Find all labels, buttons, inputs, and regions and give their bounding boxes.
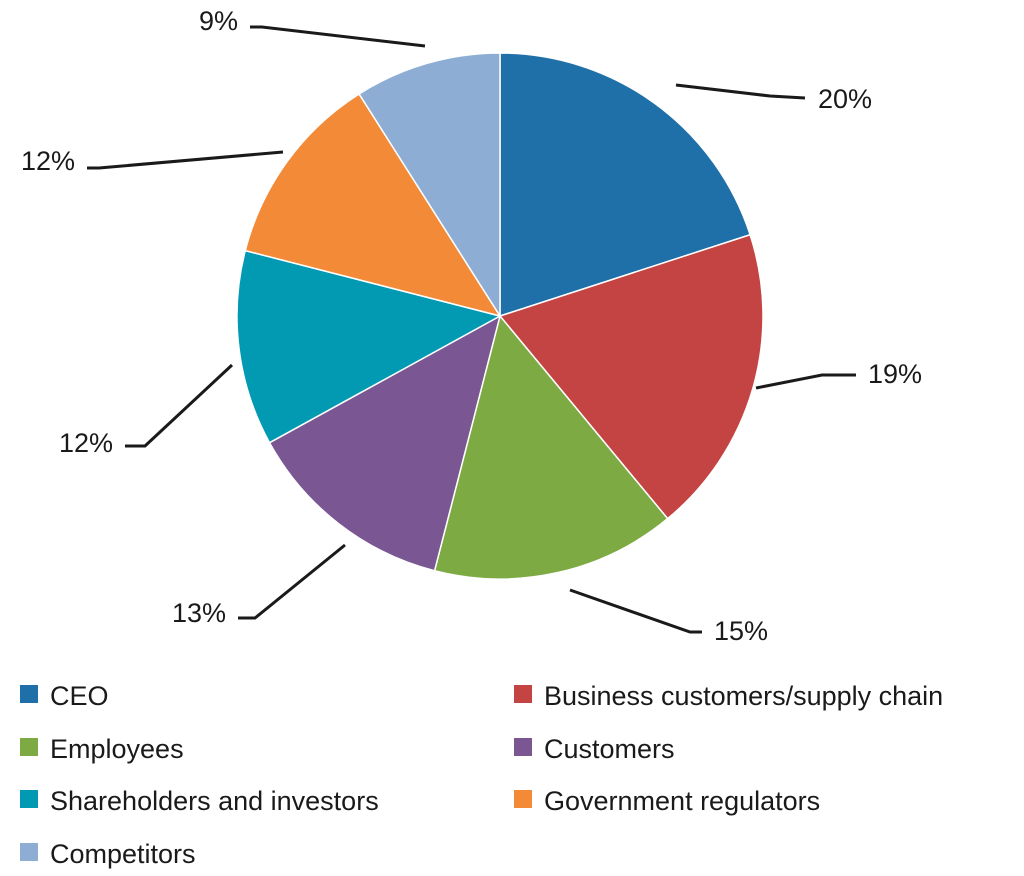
pie-slices [236, 52, 764, 580]
legend-label: Business customers/supply chain [544, 681, 943, 711]
pie-slice-business-customers-supply-chain [498, 233, 764, 520]
leader-line [755, 373, 856, 390]
leader-lines [87, 25, 856, 634]
data-label: 20% [818, 84, 872, 114]
data-label: 12% [21, 146, 75, 176]
pie-slice-government-regulators [244, 92, 502, 318]
data-label: 12% [59, 428, 113, 458]
pie-slice-competitors [358, 52, 501, 319]
leader-line [675, 83, 806, 100]
leader-line [238, 543, 346, 620]
legend-swatch [20, 843, 38, 861]
legend-label: Competitors [50, 839, 196, 869]
pie-slice-employees [433, 314, 669, 580]
legend-swatch [20, 738, 38, 756]
legend-label: CEO [50, 681, 109, 711]
data-labels: 20% 19% 15% 13% 12% 12% 9% [21, 6, 922, 646]
legend-label: Customers [544, 734, 675, 764]
leader-line [569, 588, 702, 634]
leader-line [125, 363, 234, 448]
data-label: 9% [199, 6, 238, 36]
legend-item: CEO [20, 681, 109, 711]
legend-item: Shareholders and investors [20, 786, 379, 816]
pie-slice-customers [268, 314, 502, 572]
legend-label: Government regulators [544, 786, 820, 816]
leader-line [87, 150, 284, 170]
leader-line [250, 25, 426, 48]
legend-swatch [514, 685, 532, 703]
legend-item: Business customers/supply chain [514, 681, 943, 711]
legend-swatch [514, 738, 532, 756]
pie-slice-shareholders-and-investors [236, 249, 503, 444]
legend: CEO Business customers/supply chain Employ… [20, 681, 943, 869]
legend-item: Government regulators [514, 786, 820, 816]
legend-swatch [514, 790, 532, 808]
pie-slice-ceo [499, 52, 752, 318]
legend-label: Employees [50, 734, 184, 764]
legend-label: Shareholders and investors [50, 786, 379, 816]
data-label: 19% [868, 359, 922, 389]
legend-item: Customers [514, 734, 675, 764]
data-label: 15% [714, 616, 768, 646]
data-label: 13% [172, 598, 226, 628]
legend-swatch [20, 685, 38, 703]
legend-item: Employees [20, 734, 184, 764]
legend-item: Competitors [20, 839, 196, 869]
legend-swatch [20, 790, 38, 808]
